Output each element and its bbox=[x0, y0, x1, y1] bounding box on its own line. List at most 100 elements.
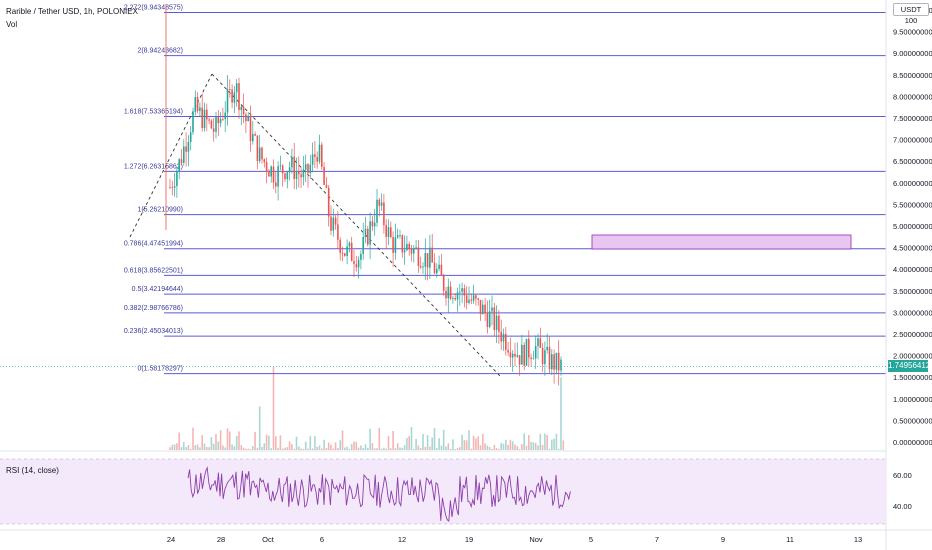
candle-body bbox=[511, 353, 514, 358]
volume-bar bbox=[383, 447, 385, 450]
candle-body bbox=[194, 97, 197, 112]
candle-body bbox=[479, 299, 482, 315]
candle-body bbox=[240, 106, 243, 111]
volume-bar bbox=[339, 440, 341, 450]
candle-body bbox=[502, 333, 505, 342]
candle-body bbox=[302, 169, 305, 178]
candle-body bbox=[383, 202, 385, 226]
fib-level-label: 2.272(9.94348575) bbox=[124, 4, 183, 11]
target-zone-rectangle[interactable] bbox=[591, 234, 852, 250]
candle-body bbox=[560, 359, 562, 371]
trend-dashed-lines[interactable] bbox=[129, 73, 501, 377]
candle-body bbox=[201, 107, 203, 129]
candle-body bbox=[436, 268, 438, 274]
volume-bar bbox=[231, 444, 233, 450]
price-candles bbox=[169, 75, 562, 386]
time-tick-label: Nov bbox=[529, 535, 543, 544]
rsi-indicator-label[interactable]: RSI (14, close) bbox=[6, 466, 59, 475]
candle-body bbox=[219, 118, 222, 124]
volume-bar bbox=[470, 448, 473, 450]
volume-bar bbox=[309, 436, 312, 450]
candle-body bbox=[318, 144, 321, 162]
volume-bar bbox=[362, 447, 364, 450]
candle-body bbox=[433, 262, 436, 274]
candle-body bbox=[337, 224, 339, 240]
price-tick-label: 1.50000000 bbox=[893, 373, 932, 382]
candle-body bbox=[277, 166, 279, 187]
candle-body bbox=[350, 242, 353, 262]
time-tick-label: 13 bbox=[854, 535, 862, 544]
volume-bar bbox=[463, 439, 466, 450]
candle-body bbox=[206, 109, 208, 120]
candle-body bbox=[415, 247, 417, 249]
candle-body bbox=[429, 247, 431, 268]
volume-bar bbox=[277, 447, 279, 450]
volume-bar bbox=[286, 447, 289, 450]
candle-body bbox=[265, 162, 268, 172]
candle-body bbox=[187, 141, 190, 152]
candle-body bbox=[410, 248, 413, 254]
rsi-pane[interactable]: 60.00 40.00 bbox=[0, 458, 912, 525]
candle-body bbox=[447, 286, 450, 299]
volume-bar bbox=[449, 448, 452, 450]
candle-body bbox=[419, 265, 422, 268]
volume-bar bbox=[316, 446, 318, 450]
time-scale[interactable]: 24 28 Oct 6 12 19 Nov 5 7 9 11 13 bbox=[167, 535, 862, 544]
candle-body bbox=[348, 242, 351, 247]
volume-bar bbox=[459, 447, 461, 450]
candle-body bbox=[438, 264, 440, 269]
volume-bar bbox=[330, 444, 332, 450]
volume-bar bbox=[410, 427, 413, 450]
volume-bar bbox=[390, 448, 392, 450]
candle-body bbox=[498, 315, 500, 332]
candle-body bbox=[399, 235, 401, 236]
candle-body bbox=[360, 253, 362, 260]
trend-line-down[interactable] bbox=[211, 73, 501, 377]
candle-body bbox=[346, 246, 348, 256]
fib-level-label: 0.382(2.98766786) bbox=[124, 305, 183, 312]
volume-indicator-label[interactable]: Vol bbox=[6, 20, 18, 29]
volume-bar bbox=[203, 443, 206, 450]
candle-body bbox=[537, 338, 539, 347]
volume-bar bbox=[258, 406, 261, 450]
currency-unit-label[interactable]: USDT 100 bbox=[893, 3, 929, 25]
candle-body bbox=[426, 253, 429, 268]
volume-bar bbox=[298, 446, 300, 450]
candle-body bbox=[369, 221, 371, 245]
volume-bar bbox=[189, 448, 192, 450]
volume-bar bbox=[268, 435, 270, 450]
volume-bar bbox=[196, 444, 199, 450]
candle-body bbox=[553, 354, 555, 370]
candle-body bbox=[392, 237, 394, 253]
target-zone[interactable] bbox=[591, 234, 852, 250]
volume-bar bbox=[555, 433, 558, 450]
volume-bar bbox=[482, 433, 484, 450]
candle-body bbox=[367, 228, 369, 245]
candle-body bbox=[373, 222, 376, 227]
volume-bar bbox=[509, 439, 512, 450]
price-tick-label: 3.50000000 bbox=[893, 287, 932, 296]
candle-body bbox=[199, 107, 201, 111]
candle-body bbox=[484, 304, 486, 313]
volume-bar bbox=[461, 434, 463, 450]
price-tick-label: 9.00000000 bbox=[893, 49, 932, 58]
candle-body bbox=[185, 146, 187, 152]
volume-bar bbox=[332, 448, 335, 450]
candle-body bbox=[325, 184, 328, 188]
candle-body bbox=[525, 338, 528, 366]
volume-bar bbox=[433, 428, 436, 450]
volume-bar bbox=[417, 445, 420, 450]
symbol-title[interactable]: Rarible / Tether USD, 1h, POLONIEX bbox=[6, 7, 138, 16]
volume-bar bbox=[465, 440, 468, 450]
volume-bar bbox=[541, 444, 544, 450]
volume-bar bbox=[438, 438, 440, 450]
fibonacci-extension[interactable]: 2.272(9.94348575) 2(8.94243682) 1.618(7.53… bbox=[124, 4, 886, 375]
candle-body bbox=[309, 164, 312, 174]
candle-body bbox=[491, 307, 493, 312]
candle-body bbox=[442, 275, 445, 291]
candle-body bbox=[344, 253, 346, 256]
volume-bar bbox=[242, 447, 245, 450]
candle-body bbox=[281, 165, 284, 174]
